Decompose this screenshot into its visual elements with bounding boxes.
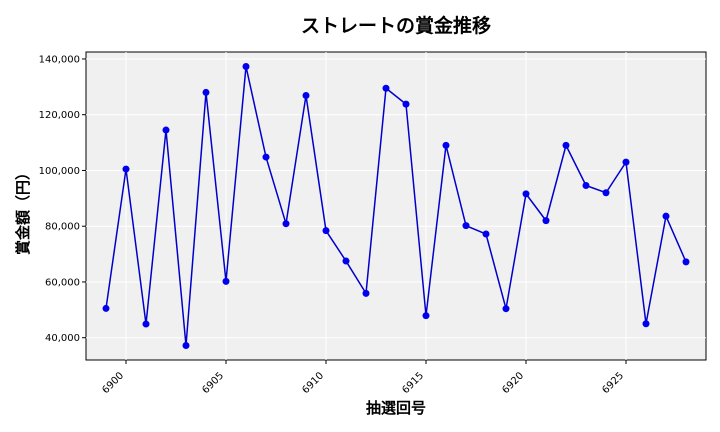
data-point — [462, 222, 470, 230]
data-point — [262, 153, 270, 161]
data-point — [602, 189, 610, 197]
y-tick-label: 100,000 — [39, 166, 80, 177]
series-line — [105, 66, 687, 346]
x-tick-label: 6905 — [200, 370, 226, 396]
data-point — [382, 84, 390, 92]
data-point — [322, 227, 330, 235]
x-axis-label: 抽選回号 — [366, 399, 426, 417]
data-point — [442, 141, 450, 149]
data-point — [542, 217, 550, 225]
data-point — [102, 304, 110, 312]
data-point — [682, 258, 690, 266]
y-tick-label: 80,000 — [45, 222, 80, 233]
y-tick-label: 40,000 — [45, 333, 80, 344]
chart-title: ストレートの賞金推移 — [301, 14, 491, 37]
gridlines — [86, 52, 706, 360]
data-point — [582, 182, 590, 190]
data-point — [342, 257, 350, 265]
data-point — [362, 289, 370, 297]
data-point — [482, 230, 490, 238]
data-point — [622, 158, 630, 166]
data-point — [642, 320, 650, 328]
data-point — [422, 312, 430, 320]
data-point — [222, 277, 230, 285]
data-point — [662, 212, 670, 220]
data-point — [242, 62, 250, 70]
y-tick-label: 120,000 — [39, 110, 80, 121]
x-tick-label: 6900 — [100, 370, 126, 396]
data-point — [122, 165, 130, 173]
data-point — [402, 100, 410, 108]
y-tick-label: 60,000 — [45, 277, 80, 288]
data-point — [182, 342, 190, 350]
data-point — [282, 220, 290, 228]
plot-area — [85, 51, 707, 361]
data-point — [302, 91, 310, 99]
data-points — [102, 62, 690, 350]
x-tick-label: 6925 — [600, 370, 626, 396]
data-point — [142, 320, 150, 328]
data-point — [562, 141, 570, 149]
data-point — [502, 305, 510, 313]
y-axis-label: 賞金額（円） — [14, 165, 32, 255]
data-point — [162, 126, 170, 134]
x-tick-label: 6920 — [500, 370, 526, 396]
y-tick-label: 140,000 — [39, 54, 80, 65]
x-tick-label: 6915 — [400, 370, 426, 396]
data-point — [522, 190, 530, 198]
data-point — [202, 88, 210, 96]
x-tick-label: 6910 — [300, 370, 326, 396]
